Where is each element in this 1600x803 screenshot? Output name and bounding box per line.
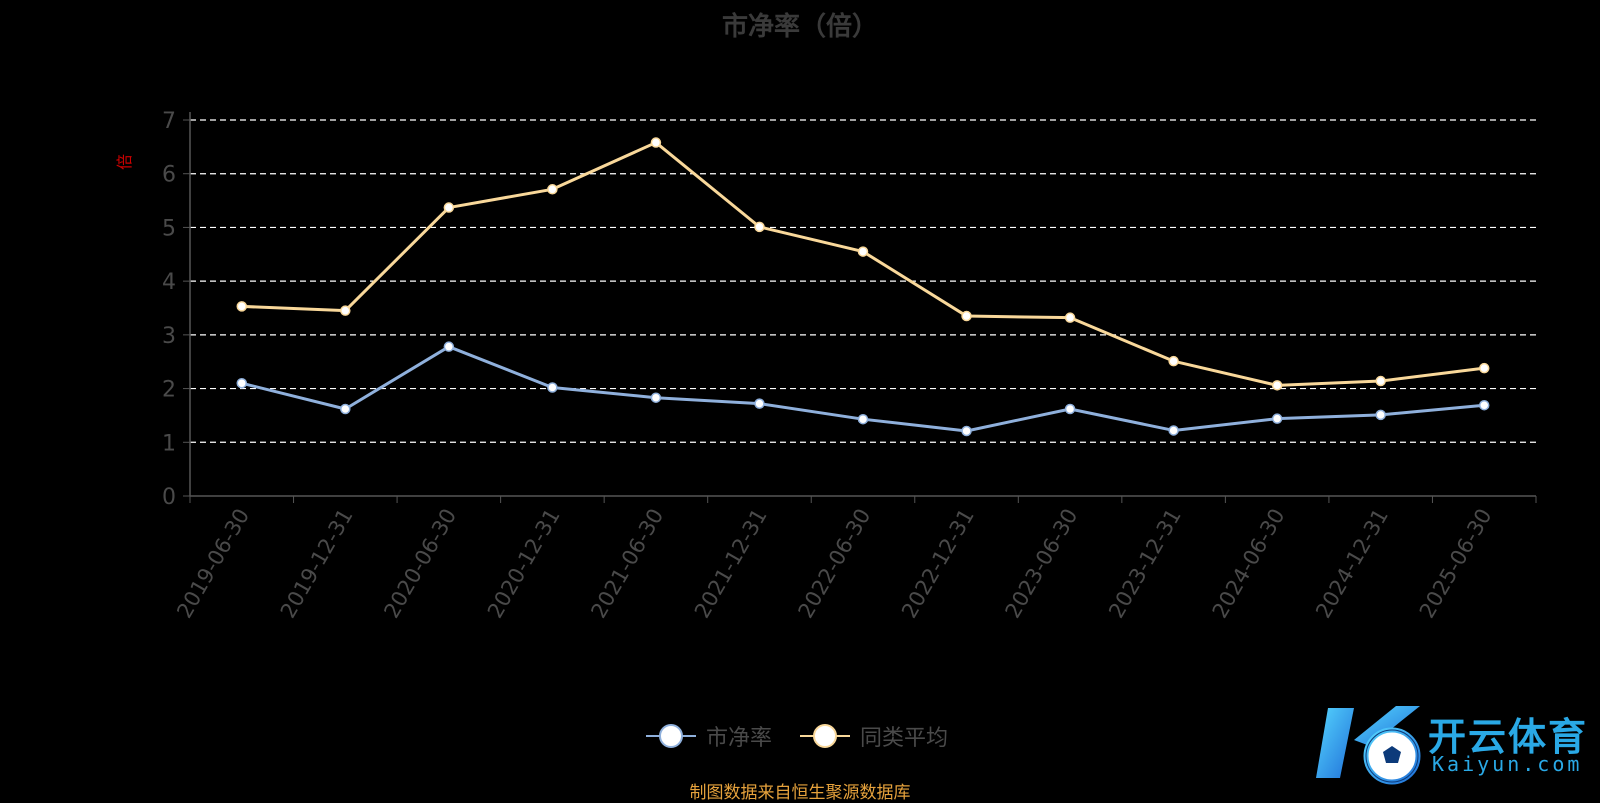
x-tick-label: 2019-12-31 — [276, 505, 358, 623]
x-tick-label: 2022-06-30 — [794, 505, 876, 623]
data-point-peer-avg — [1064, 312, 1076, 323]
series-line-peer-avg — [241, 141, 1485, 387]
x-tick-label: 2025-06-30 — [1415, 505, 1497, 623]
x-tick-label: 2021-06-30 — [586, 505, 668, 623]
x-tick-label: 2022-12-31 — [897, 505, 979, 623]
data-point-peer-avg — [650, 137, 662, 148]
data-point-pb — [340, 403, 351, 415]
legend-item-peer-avg[interactable]: 同类平均 — [800, 718, 948, 754]
y-tick-label: 0 — [162, 485, 176, 510]
data-point-pb — [754, 398, 765, 409]
data-point-pb — [547, 382, 558, 393]
chart-title: 市净率（倍） — [721, 12, 878, 42]
data-point-pb — [650, 392, 662, 403]
data-point-peer-avg — [961, 310, 972, 322]
data-point-peer-avg — [857, 246, 869, 257]
data-point-peer-avg — [443, 202, 455, 213]
data-point-peer-avg — [547, 184, 558, 195]
x-tick-label: 2020-06-30 — [379, 505, 461, 623]
data-point-pb — [961, 425, 972, 437]
y-tick-label: 6 — [162, 163, 176, 188]
data-point-peer-avg — [236, 301, 248, 312]
legend-marker-pb — [646, 718, 696, 754]
data-point-pb — [1375, 409, 1386, 421]
x-tick-label: 2019-06-30 — [172, 505, 254, 623]
data-point-peer-avg — [340, 305, 351, 316]
legend-item-pb[interactable]: 市净率 — [646, 718, 772, 754]
x-tick-label: 2021-12-31 — [690, 505, 772, 623]
data-point-peer-avg — [1168, 355, 1179, 367]
y-tick-label: 7 — [162, 109, 176, 134]
legend: 市净率 同类平均 — [0, 718, 1600, 754]
logo-k-icon — [1316, 706, 1421, 785]
watermark-logo: 开云体育 Kaiyun.com — [1310, 700, 1600, 790]
y-tick-label: 5 — [162, 216, 176, 241]
data-point-peer-avg — [1478, 362, 1490, 374]
data-point-peer-avg — [1375, 375, 1386, 387]
y-tick-label: 3 — [162, 324, 176, 349]
y-axis-label: 倍 — [115, 154, 134, 170]
data-point-pb — [857, 413, 869, 425]
y-tick-label: 2 — [162, 378, 176, 403]
data-point-pb — [443, 341, 455, 352]
data-point-peer-avg — [754, 221, 765, 233]
data-point-pb — [1271, 413, 1283, 424]
data-point-pb — [1064, 403, 1076, 415]
data-point-pb — [1168, 425, 1179, 436]
legend-label-peer-avg: 同类平均 — [860, 726, 949, 751]
data-point-pb — [236, 377, 248, 389]
watermark-text-cn: 开云体育 — [1428, 715, 1589, 759]
y-tick-label: 4 — [162, 270, 176, 295]
x-tick-label: 2024-06-30 — [1208, 505, 1290, 623]
y-tick-label: 1 — [162, 431, 176, 456]
source-note: 制图数据来自恒生聚源数据库 — [689, 783, 911, 803]
data-point-peer-avg — [1271, 380, 1283, 391]
watermark-text-en: Kaiyun.com — [1432, 752, 1583, 776]
x-tick-label: 2020-12-31 — [483, 505, 565, 623]
data-point-pb — [1478, 399, 1490, 411]
legend-label-pb: 市净率 — [706, 726, 773, 751]
x-tick-label: 2023-06-30 — [1001, 505, 1083, 623]
legend-marker-peer-avg — [800, 718, 850, 754]
x-tick-label: 2024-12-31 — [1311, 505, 1393, 623]
x-tick-label: 2023-12-31 — [1104, 505, 1186, 623]
